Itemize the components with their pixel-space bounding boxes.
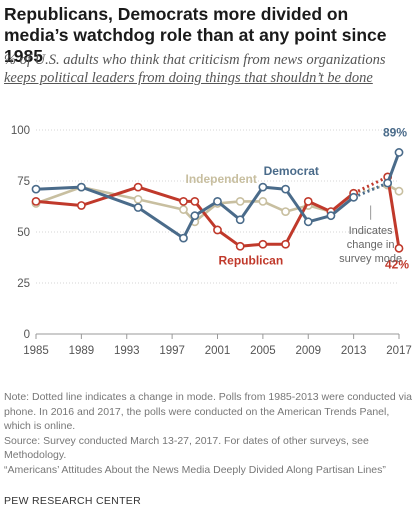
- mode-change-annotation: Indicates change in survey mode: [339, 225, 402, 265]
- independent-point: [179, 205, 188, 214]
- subtitle-text: % of U.S. adults who think that criticis…: [4, 52, 386, 68]
- democrat-point: [281, 184, 290, 194]
- democrat-point: [258, 182, 268, 192]
- independent-point: [235, 197, 245, 206]
- democrat-point: [179, 233, 188, 243]
- x-tick-label: 1997: [159, 345, 185, 357]
- independent-point: [394, 186, 404, 196]
- independent-label: Independent: [186, 172, 257, 186]
- republican-point: [394, 243, 404, 253]
- x-tick-label: 1989: [69, 345, 95, 357]
- x-tick-label: 2017: [386, 345, 412, 357]
- note-source: Source: Survey conducted March 13-27, 20…: [4, 434, 369, 462]
- democrat-point: [76, 182, 86, 192]
- independent-point: [258, 197, 268, 206]
- note-mode: Note: Dotted line indicates a change in …: [4, 391, 412, 432]
- mode-change-annotation-line: change in: [347, 239, 395, 251]
- democrat-point: [190, 211, 200, 221]
- independent-point: [133, 194, 143, 204]
- chart-title: Republicans, Democrats more divided on m…: [4, 4, 387, 66]
- republican-point: [281, 239, 290, 249]
- y-tick-label: 50: [17, 227, 30, 239]
- democrat-line-mode-change: [353, 181, 389, 199]
- republican-point: [31, 197, 41, 206]
- republican-line-mode-change: [352, 175, 389, 195]
- republican-line-online: [386, 176, 401, 249]
- x-tick-label: 2001: [205, 345, 231, 357]
- chart-notes: Note: Dotted line indicates a change in …: [4, 390, 416, 477]
- democrat-point: [303, 217, 313, 227]
- x-tick-label: 2005: [250, 345, 276, 357]
- republican-point: [235, 241, 245, 251]
- republican-point: [213, 225, 222, 235]
- y-tick-label: 100: [11, 125, 30, 137]
- independent-point: [281, 207, 290, 216]
- mode-change-annotation-line: Indicates: [349, 225, 394, 237]
- x-tick-label: 1985: [23, 345, 49, 357]
- democrat-2017-value-label: 89%: [383, 125, 407, 139]
- republican-point: [133, 182, 143, 192]
- democrat-label: Democrat: [264, 164, 319, 178]
- x-tick-label: 2009: [295, 345, 321, 357]
- democrat-point: [213, 197, 222, 206]
- democrat-point: [326, 211, 336, 221]
- x-tick-label: 1993: [114, 345, 140, 357]
- mode-change-annotation-line: survey mode: [339, 253, 402, 265]
- note-report-title: “Americans’ Attitudes About the News Med…: [4, 463, 386, 476]
- subtitle-underlined-text: keeps political leaders from doing thing…: [4, 70, 373, 86]
- republican-point: [303, 197, 313, 206]
- republican-label: Republican: [219, 254, 284, 268]
- democrat-point: [31, 184, 41, 194]
- chart-subtitle: % of U.S. adults who think that criticis…: [4, 51, 416, 87]
- republican-point: [258, 239, 268, 249]
- democrat-point: [383, 178, 393, 188]
- democrat-point: [133, 203, 143, 212]
- democrat-point: [349, 192, 359, 202]
- democrat-line-online: [386, 151, 401, 184]
- democrat-point: [235, 215, 245, 225]
- source-credit: PEW RESEARCH CENTER: [4, 495, 141, 507]
- democrat-point: [394, 148, 404, 157]
- republican-point: [190, 197, 200, 206]
- republican-2017-value-label: 42%: [385, 257, 409, 271]
- y-tick-label: 0: [24, 329, 30, 341]
- line-chart: 0 25 50 75 100 1985 1989 1993 1997 2001 2005 2009 20…: [11, 125, 412, 357]
- x-tick-label: 2013: [341, 345, 367, 357]
- republican-point: [179, 197, 188, 206]
- y-tick-label: 75: [17, 176, 30, 188]
- y-tick-label: 25: [17, 278, 30, 290]
- republican-point: [76, 201, 86, 210]
